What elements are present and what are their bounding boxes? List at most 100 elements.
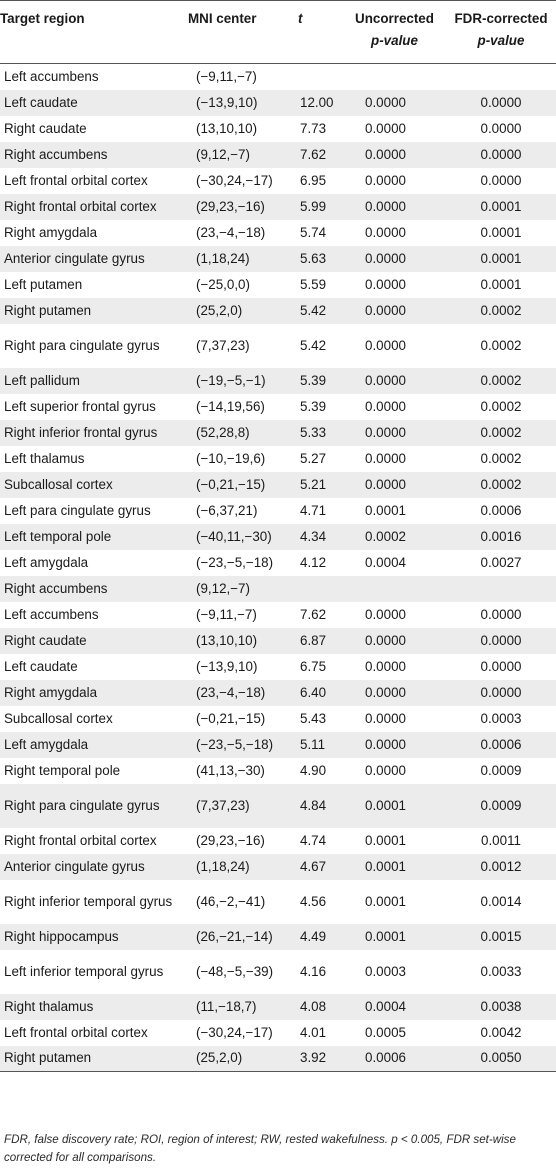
cell-uncorrected-p: 0.0000	[365, 606, 406, 622]
cell-t: 5.39	[300, 398, 327, 414]
cell-t: 4.84	[300, 797, 327, 813]
cell-target-region: Right thalamus	[4, 998, 94, 1014]
cell-fdr-corrected-p: 0.0002	[480, 398, 522, 414]
cell-mni-center: (26,−21,−14)	[196, 928, 273, 944]
cell-mni-center: (−13,9,10)	[196, 94, 258, 110]
cell-uncorrected-p: 0.0006	[343, 1045, 446, 1072]
cell-uncorrected-p: 0.0000	[365, 120, 406, 136]
cell-uncorrected-p: 0.0000	[365, 632, 406, 648]
results-table: Target region MNI center t Uncorrected p-…	[0, 0, 556, 1072]
cell-mni-center: (−40,11,−30)	[196, 528, 272, 544]
cell-t	[298, 64, 343, 90]
cell-mni-center: (13,10,10)	[196, 120, 258, 136]
cell-t: 6.95	[300, 172, 327, 188]
cell-t: 4.67	[300, 858, 327, 874]
cell-mni-center: (29,23,−16)	[196, 832, 265, 848]
cell-fdr-corrected-p: 0.0000	[480, 120, 522, 136]
cell-mni-center: (−13,9,10)	[196, 658, 258, 674]
cell-t: 4.12	[300, 554, 327, 570]
cell-target-region: Right accumbens	[4, 580, 108, 596]
cell-t: 12.00	[300, 94, 334, 110]
cell-fdr-corrected-p: 0.0012	[480, 858, 522, 874]
cell-mni-center: (7,37,23)	[196, 337, 250, 353]
cell-t: 6.75	[300, 658, 327, 674]
cell-t: 5.63	[300, 250, 327, 266]
cell-t: 5.21	[300, 476, 327, 492]
cell-fdr-corrected-p: 0.0000	[480, 172, 522, 188]
cell-fdr-corrected-p: 0.0014	[480, 893, 522, 909]
cell-mni-center: (−6,37,21)	[196, 502, 258, 518]
table-row: Subcallosal cortex (−0,21,−15) 5.21 0.0000 0…	[0, 471, 556, 498]
cell-mni-center: (23,−4,−18)	[196, 684, 266, 700]
cell-uncorrected-p: 0.0000	[365, 710, 406, 726]
cell-fdr-corrected-p: 0.0002	[480, 302, 522, 318]
cell-mni-center: (7,37,23)	[196, 797, 250, 813]
table-footnote: FDR, false discovery rate; ROI, region o…	[4, 1133, 516, 1164]
cell-fdr-corrected-p: 0.0009	[480, 797, 522, 813]
cell-fdr-corrected-p: 0.0016	[480, 528, 522, 544]
cell-target-region: Right amygdala	[4, 684, 98, 700]
cell-mni-center: (−23,−5,−18)	[196, 736, 274, 752]
cell-mni-center: (29,23,−16)	[196, 198, 265, 214]
cell-fdr-corrected-p: 0.0006	[480, 736, 522, 752]
table-row: Right frontal orbital cortex (29,23,−16) 4…	[0, 827, 556, 854]
cell-mni-center: (−25,0,0)	[196, 276, 250, 292]
cell-uncorrected-p: 0.0000	[365, 476, 406, 492]
cell-mni-center: (−10,−19,6)	[196, 450, 266, 466]
cell-target-region: Left putamen	[4, 276, 83, 292]
cell-target-region: Left accumbens	[4, 68, 99, 84]
cell-fdr-corrected-p: 0.0042	[480, 1024, 522, 1040]
cell-target-region: Right para cingulate gyrus	[4, 797, 160, 813]
table-row: Right para cingulate gyrus (7,37,23) 4.84 0…	[0, 783, 556, 828]
table-row: Left amygdala (−23,−5,−18) 5.11 0.0000 0.000…	[0, 731, 556, 758]
table-row: Right caudate (13,10,10) 7.73 0.0000 0.0000	[0, 115, 556, 142]
cell-mni-center: (25,2,0)	[196, 302, 243, 318]
table-row: Subcallosal cortex (−0,21,−15) 5.43 0.0000 0…	[0, 705, 556, 732]
cell-t: 3.92	[298, 1045, 343, 1072]
cell-target-region: Left caudate	[4, 658, 78, 674]
cell-mni-center: (−9,11,−7)	[196, 606, 257, 622]
cell-fdr-corrected-p	[446, 576, 556, 602]
cell-mni-center: (−30,24,−17)	[196, 172, 273, 188]
cell-fdr-corrected-p: 0.0009	[480, 762, 522, 778]
cell-target-region: Right putamen	[4, 302, 92, 318]
cell-uncorrected-p: 0.0000	[365, 172, 406, 188]
cell-target-region: Right caudate	[4, 120, 87, 136]
cell-fdr-corrected-p: 0.0002	[480, 450, 522, 466]
cell-t: 4.08	[300, 998, 327, 1014]
cell-uncorrected-p: 0.0000	[365, 424, 406, 440]
cell-fdr-corrected-p: 0.0050	[446, 1045, 556, 1072]
cell-mni-center: (52,28,8)	[196, 424, 250, 440]
table-row: Left pallidum (−19,−5,−1) 5.39 0.0000 0.0002	[0, 367, 556, 394]
cell-mni-center: (−14,19,56)	[196, 398, 265, 414]
cell-mni-center: (1,18,24)	[196, 250, 250, 266]
table-row: Left thalamus (−10,−19,6) 5.27 0.0000 0.0002	[0, 445, 556, 472]
cell-uncorrected-p: 0.0004	[365, 554, 406, 570]
cell-fdr-corrected-p	[446, 64, 556, 90]
header-target-region: Target region	[0, 0, 188, 64]
table-body: Left accumbens (−9,11,−7) Left caudate (−13…	[0, 63, 556, 1072]
cell-fdr-corrected-p: 0.0038	[480, 998, 522, 1014]
cell-mni-center: (−48,−5,−39)	[196, 963, 274, 979]
table-row: Left accumbens (−9,11,−7) 7.62 0.0000 0.0000	[0, 601, 556, 628]
cell-mni-center: (−30,24,−17)	[196, 1024, 273, 1040]
cell-t: 5.42	[300, 337, 327, 353]
table-row: Right putamen (25,2,0) 3.92 0.0006 0.0050	[0, 1045, 556, 1072]
cell-uncorrected-p: 0.0000	[365, 302, 406, 318]
cell-t: 5.74	[300, 224, 327, 240]
cell-mni-center: (−23,−5,−18)	[196, 554, 274, 570]
cell-fdr-corrected-p: 0.0002	[480, 337, 522, 353]
cell-t: 7.62	[300, 146, 327, 162]
cell-target-region: Left frontal orbital cortex	[4, 1024, 148, 1040]
cell-t: 4.49	[300, 928, 327, 944]
cell-target-region: Right accumbens	[4, 146, 108, 162]
cell-mni-center: (9,12,−7)	[196, 580, 250, 596]
cell-uncorrected-p: 0.0000	[365, 337, 406, 353]
cell-uncorrected-p: 0.0000	[365, 146, 406, 162]
cell-mni-center: (−19,−5,−1)	[196, 372, 266, 388]
table-row: Anterior cingulate gyrus (1,18,24) 5.63 0.0…	[0, 245, 556, 272]
cell-fdr-corrected-p: 0.0002	[480, 424, 522, 440]
cell-uncorrected-p: 0.0001	[365, 832, 406, 848]
table-row: Right thalamus (11,−18,7) 4.08 0.0004 0.0038	[0, 993, 556, 1020]
